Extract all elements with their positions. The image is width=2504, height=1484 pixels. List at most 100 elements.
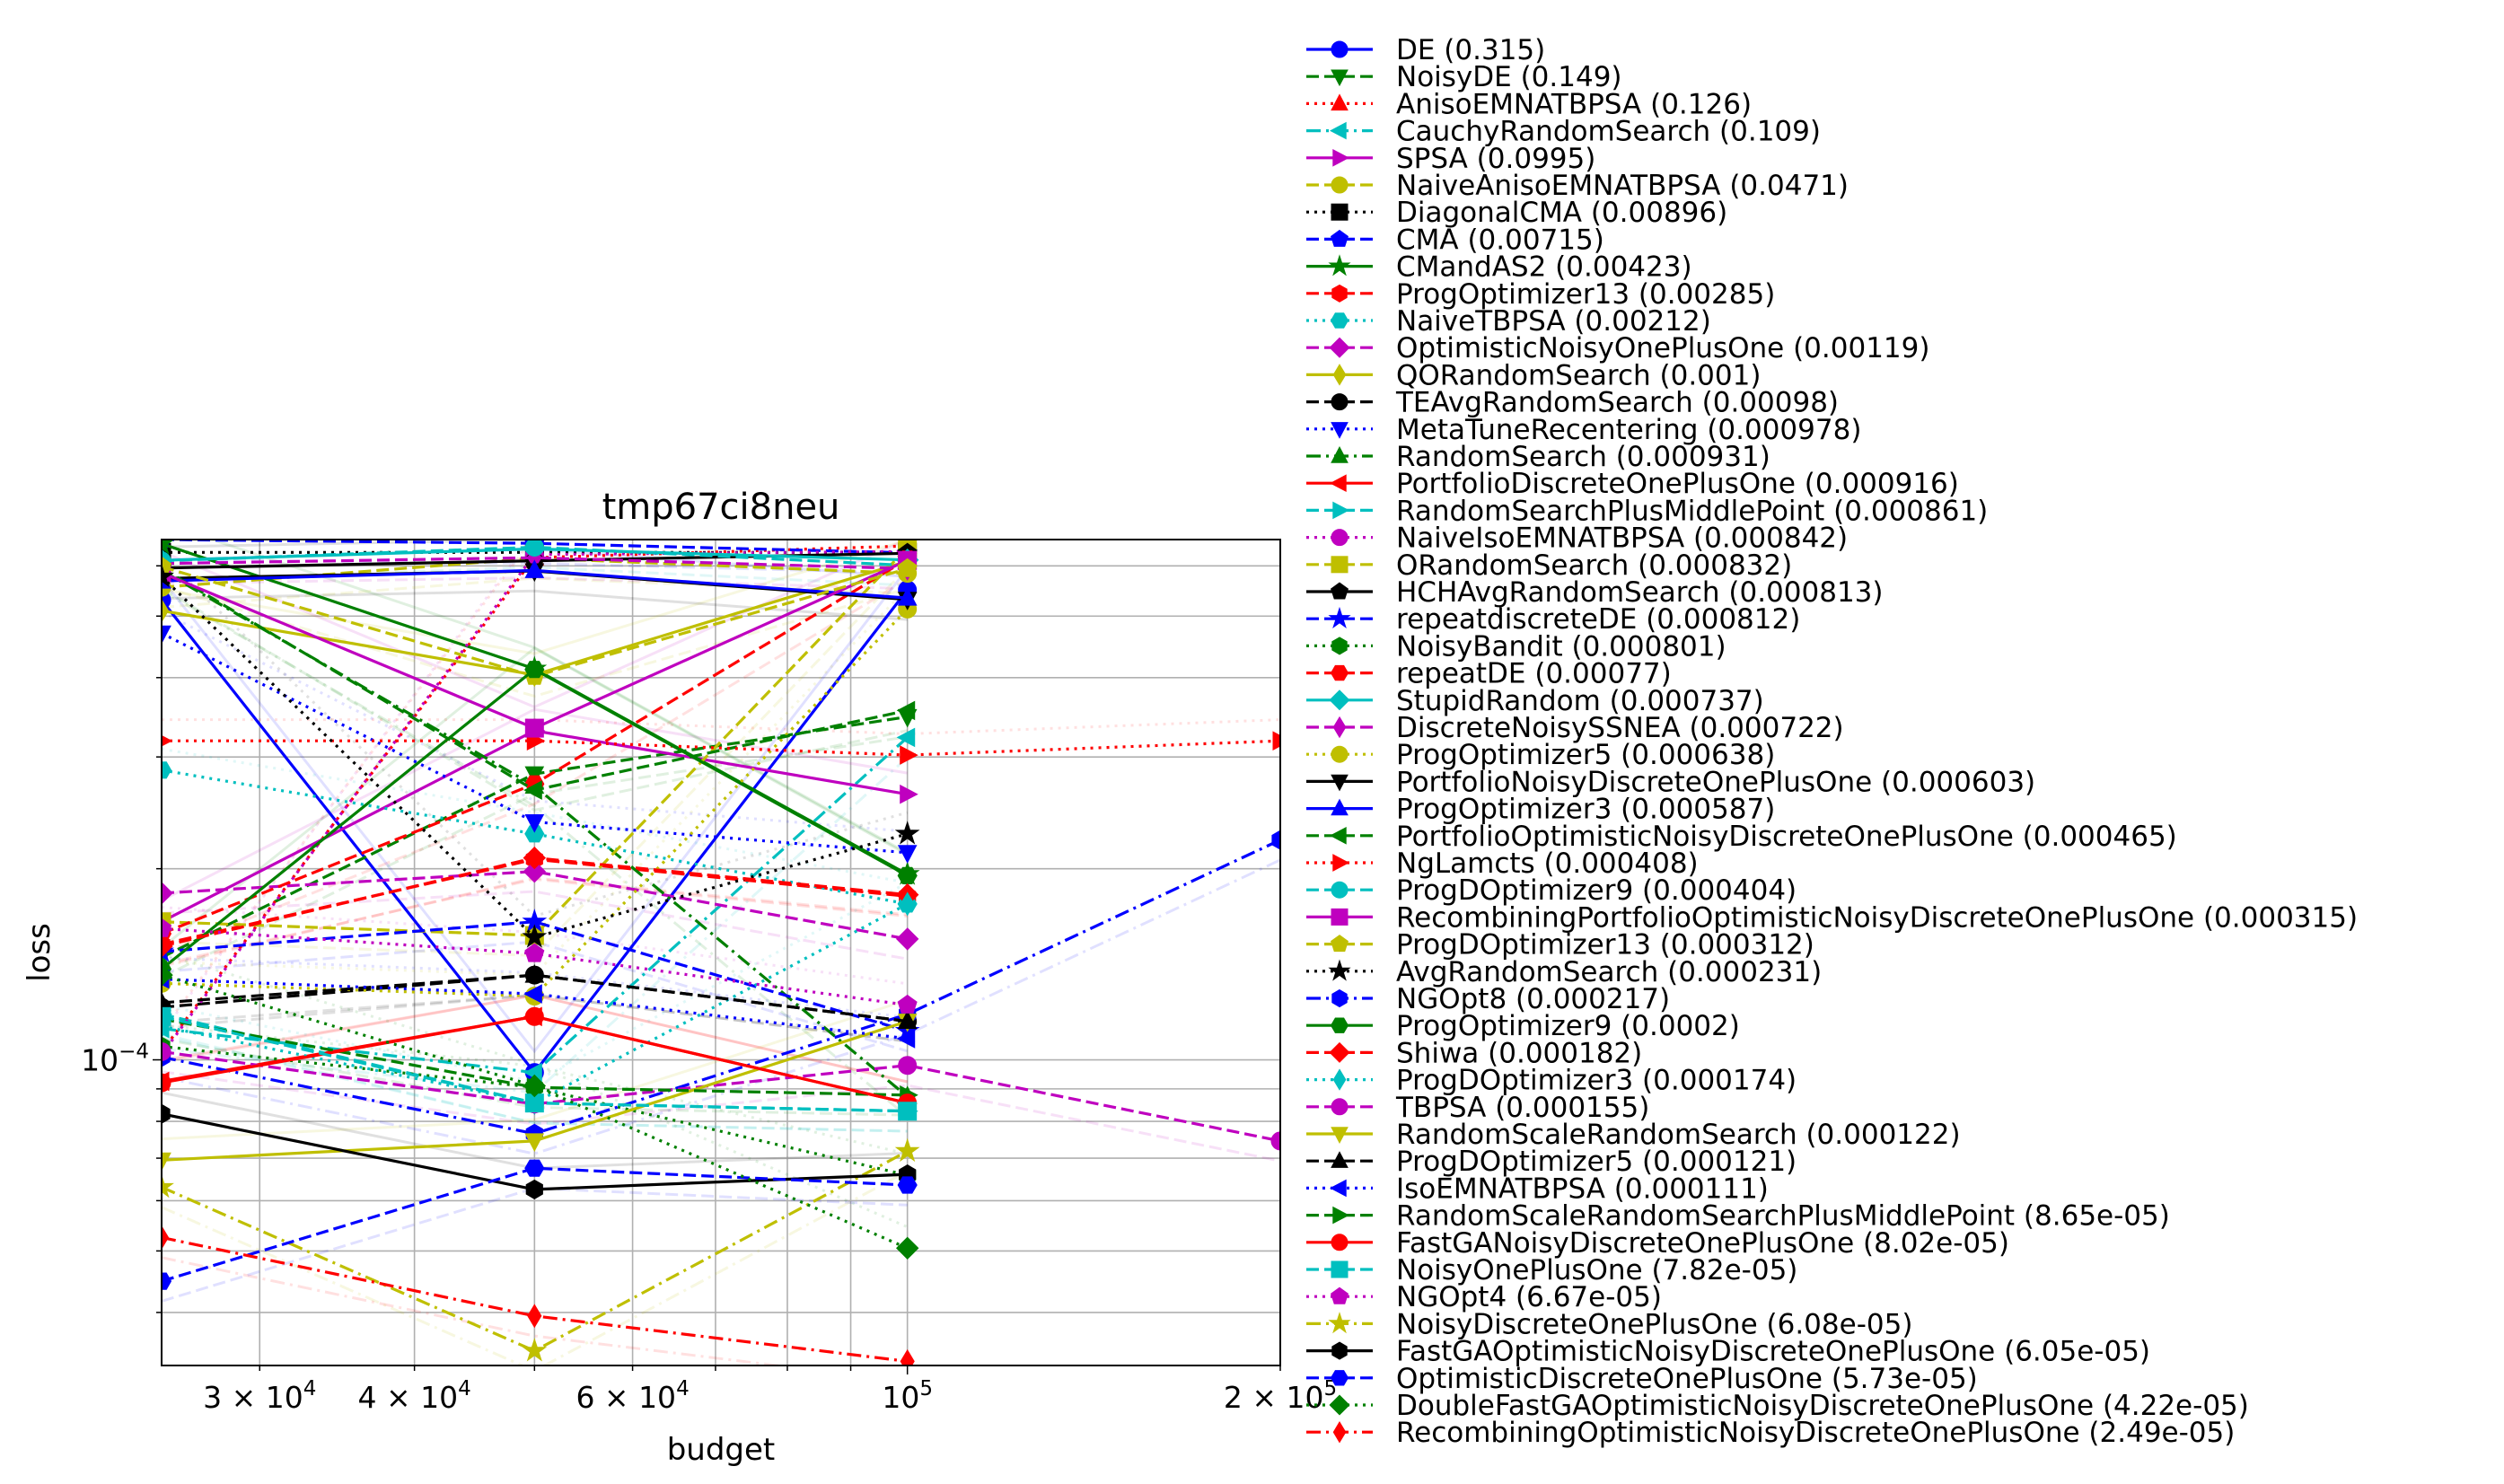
legend-label: TBPSA (0.000155)	[1395, 1092, 1649, 1124]
y-axis-ticks: 10−4	[81, 565, 162, 1313]
legend-label: RandomScaleRandomSearch (0.000122)	[1396, 1119, 1961, 1151]
legend-label: NaiveAnisoEMNATBPSA (0.0471)	[1396, 170, 1849, 202]
legend-entry: ProgOptimizer3 (0.000587)	[1306, 794, 1775, 826]
legend-entry: PortfolioNoisyDiscreteOnePlusOne (0.0006…	[1306, 766, 2035, 798]
data-point	[524, 661, 545, 679]
legend-label: CMA (0.00715)	[1396, 224, 1604, 256]
data-point	[523, 780, 542, 800]
data-point	[162, 563, 174, 588]
legend-label: RandomSearchPlusMiddlePoint (0.000861)	[1396, 495, 1988, 527]
legend-entry: ProgDOptimizer3 (0.000174)	[1306, 1065, 1797, 1097]
x-tick-label-exponent: 4	[458, 1377, 471, 1401]
series-line	[162, 540, 908, 555]
legend-label: NgLamcts (0.000408)	[1396, 847, 1699, 880]
legend-marker	[1331, 582, 1349, 600]
faint-series-line	[162, 646, 909, 949]
legend-entry: CMandAS2 (0.00423)	[1306, 251, 1692, 284]
legend-marker	[1331, 745, 1349, 763]
data-point	[522, 1338, 548, 1362]
legend-entry: MetaTuneRecentering (0.000978)	[1306, 414, 1861, 446]
legend-marker	[1330, 1370, 1349, 1386]
data-point	[162, 1103, 171, 1124]
legend: DE (0.315)NoisyDE (0.149)AnisoEMNATBPSA …	[1306, 34, 2358, 1449]
legend-label: repeatdiscreteDE (0.000812)	[1396, 603, 1800, 636]
faint-series-line	[162, 1032, 908, 1133]
legend-marker	[1332, 1206, 1349, 1225]
x-tick-label: 4 × 104	[357, 1377, 470, 1415]
legend-entry: NaiveIsoEMNATBPSA (0.000842)	[1306, 522, 1848, 555]
legend-entry: repeatDE (0.00077)	[1306, 658, 1672, 690]
legend-marker	[1331, 446, 1349, 463]
legend-label: RecombiningPortfolioOptimisticNoisyDiscr…	[1396, 901, 2358, 934]
data-point	[525, 1179, 543, 1199]
legend-marker	[1330, 121, 1347, 140]
series-34	[162, 563, 920, 948]
legend-entry: ProgOptimizer13 (0.00285)	[1306, 278, 1775, 311]
data-point	[895, 1236, 919, 1260]
data-point	[162, 1041, 171, 1061]
legend-label: PortfolioDiscreteOnePlusOne (0.000916)	[1396, 468, 1959, 500]
x-tick-label-base: 3 × 10	[203, 1380, 303, 1415]
legend-marker	[1328, 606, 1351, 629]
legend-entry: ProgDOptimizer5 (0.000121)	[1306, 1146, 1797, 1178]
legend-marker	[1331, 422, 1349, 439]
y-tick-label: 10−4	[81, 1041, 149, 1078]
faint-series-line	[162, 1023, 909, 1155]
legend-label: ProgOptimizer3 (0.000587)	[1396, 794, 1775, 826]
legend-marker	[1331, 1286, 1349, 1304]
legend-label: ProgDOptimizer9 (0.000404)	[1396, 874, 1797, 907]
legend-entry: RecombiningPortfolioOptimisticNoisyDiscr…	[1306, 901, 2358, 934]
legend-entry: RandomSearch (0.000931)	[1306, 441, 1770, 473]
legend-label: NoisyOnePlusOne (7.82e-05)	[1396, 1254, 1797, 1286]
legend-label: RandomSearch (0.000931)	[1396, 441, 1770, 473]
legend-entry: FastGAOptimisticNoisyDiscreteOnePlusOne …	[1306, 1336, 2150, 1368]
data-point	[1272, 731, 1280, 751]
faint-series-line	[162, 940, 909, 1053]
legend-entry: CMA (0.00715)	[1306, 224, 1604, 256]
x-tick-label-exponent: 4	[303, 1377, 317, 1401]
data-point	[162, 734, 173, 747]
legend-label: TEAvgRandomSearch (0.00098)	[1395, 387, 1839, 419]
data-point	[527, 1304, 542, 1329]
legend-label: NoisyDE (0.149)	[1396, 61, 1622, 93]
faint-series-line	[162, 1035, 908, 1133]
faint-series-line	[162, 567, 909, 1054]
legend-entry: NoisyDiscreteOnePlusOne (6.08e-05)	[1306, 1308, 1912, 1340]
x-tick-label-exponent: 5	[919, 1377, 933, 1401]
legend-label: ProgDOptimizer5 (0.000121)	[1396, 1146, 1797, 1178]
legend-marker	[1332, 854, 1349, 872]
y-tick-label-exponent: −4	[119, 1041, 149, 1064]
data-point	[524, 964, 545, 983]
data-point	[524, 718, 544, 738]
legend-marker	[1331, 881, 1349, 899]
legend-label: FastGANoisyDiscreteOnePlusOne (8.02e-05)	[1396, 1227, 2009, 1260]
legend-marker	[1331, 908, 1349, 926]
data-point	[897, 558, 918, 577]
series-50	[162, 963, 919, 1260]
data-point	[162, 991, 171, 1011]
series-45	[162, 1006, 918, 1121]
data-point	[897, 587, 918, 606]
legend-label: DoubleFastGAOptimisticNoisyDiscreteOnePl…	[1396, 1390, 2249, 1422]
legend-marker	[1331, 798, 1349, 816]
data-point	[1271, 830, 1280, 850]
data-point	[162, 1006, 171, 1026]
data-point	[523, 984, 542, 1004]
legend-marker	[1330, 1179, 1347, 1198]
data-point	[524, 1159, 545, 1177]
legend-entry: RecombiningOptimisticNoisyDiscreteOnePlu…	[1306, 1417, 2235, 1449]
legend-entry: ProgDOptimizer13 (0.000312)	[1306, 929, 1814, 962]
plot-area	[162, 540, 1280, 1365]
legend-entry: NoisyDE (0.149)	[1306, 61, 1622, 93]
faint-series-line	[162, 540, 908, 541]
legend-label: OptimisticNoisyOnePlusOne (0.00119)	[1396, 332, 1929, 364]
faint-series-line	[162, 718, 1280, 736]
legend-marker	[1331, 935, 1349, 953]
legend-entry: QORandomSearch (0.001)	[1306, 359, 1761, 391]
data-point	[898, 1056, 918, 1076]
legend-label: ProgOptimizer5 (0.000638)	[1396, 739, 1775, 771]
data-point	[897, 1176, 918, 1194]
series-30	[162, 731, 1280, 765]
faint-series-line	[162, 575, 908, 591]
